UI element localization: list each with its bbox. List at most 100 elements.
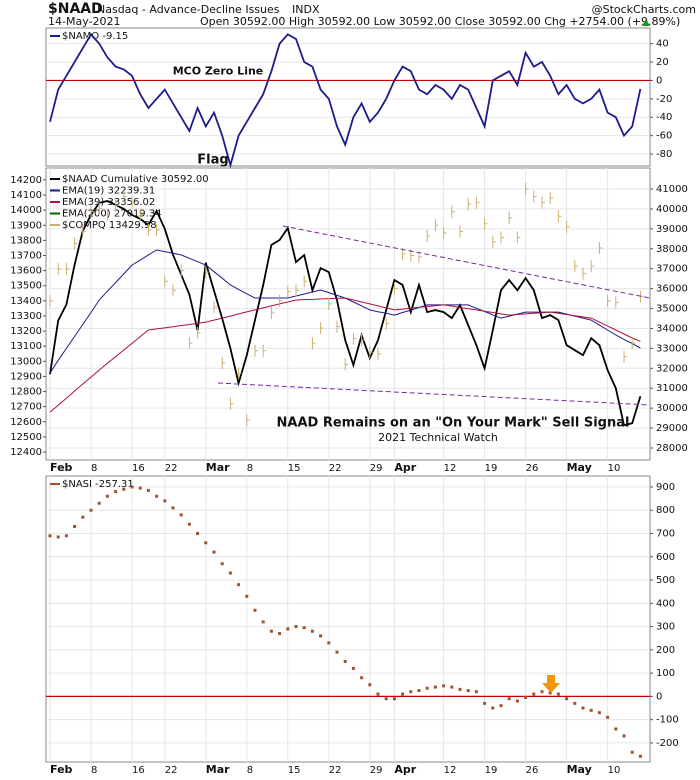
y-tick-label: 13700 (10, 251, 42, 262)
price-bar (229, 397, 234, 410)
dot (122, 487, 126, 491)
y-tick-label: 13500 (10, 281, 42, 292)
price-bar (443, 226, 447, 239)
dot (220, 562, 224, 566)
dot (310, 629, 314, 633)
x-tick-label: 15 (288, 463, 301, 474)
dot (556, 692, 560, 696)
dot (474, 690, 478, 694)
price-bar (541, 196, 545, 209)
x-tick-label: 19 (485, 765, 498, 776)
dot (261, 620, 265, 624)
dot (187, 522, 191, 526)
dot (351, 666, 355, 670)
dot (384, 697, 388, 701)
y-tick-label: 14000 (10, 205, 42, 216)
dot (638, 754, 642, 758)
price-bar (385, 317, 390, 330)
x-tick-label: 29 (370, 463, 383, 474)
price-bar (279, 294, 283, 307)
price-bar (459, 225, 463, 238)
series-line (49, 200, 642, 427)
price-bar (557, 210, 562, 223)
price-bar (631, 337, 636, 350)
price-bar (205, 266, 209, 279)
y-tick-label: 14200 (10, 175, 42, 186)
price-bar (49, 294, 53, 307)
y-tick-label: 13600 (10, 266, 42, 277)
legend-label: EMA(19) 32239.31 (62, 186, 155, 197)
y-tick-label: 31000 (656, 383, 688, 394)
y-tick-label: 0 (656, 691, 662, 702)
price-bar (566, 220, 570, 233)
y-tick-label: 13400 (10, 296, 42, 307)
price-bar (615, 296, 619, 309)
price-bar (434, 219, 439, 232)
price-bar (115, 199, 119, 212)
x-tick-label: 10 (608, 463, 621, 474)
dot (130, 485, 134, 489)
y-tick-label: 12700 (10, 402, 42, 413)
exchange: INDX (292, 3, 320, 16)
dot (491, 706, 495, 710)
price-bar (106, 208, 111, 221)
symbol-name: Nasdaq - Advance-Decline Issues (97, 3, 280, 16)
x-tick-label: 22 (165, 463, 178, 474)
dot (409, 690, 413, 694)
price-bar (180, 264, 185, 277)
legend-label: $NAAD Cumulative 30592.00 (62, 174, 209, 185)
price-bar (270, 306, 275, 319)
y-tick-label: 300 (656, 622, 675, 633)
dot (212, 550, 216, 554)
dot (417, 689, 421, 693)
price-bar (172, 284, 176, 297)
price-bar (147, 223, 152, 236)
price-bar (451, 205, 455, 218)
y-tick-label: 34000 (656, 323, 688, 334)
dot (105, 494, 109, 498)
price-bar (328, 297, 332, 310)
price-bar (582, 267, 586, 280)
dot (589, 708, 593, 712)
price-bar (123, 190, 127, 203)
y-tick-label: 600 (656, 552, 675, 563)
dot (458, 687, 462, 691)
x-tick-label: 29 (370, 765, 383, 776)
price-bar (393, 282, 398, 295)
legend-label: $COMPQ 13429.98 (62, 220, 157, 231)
price-bar (377, 347, 381, 360)
price-bar (492, 235, 496, 248)
price-bar (549, 192, 554, 205)
y-tick-label: 12400 (10, 447, 42, 458)
arrow (542, 675, 560, 693)
price-bar (574, 260, 578, 273)
dot (450, 685, 454, 689)
price-bar (139, 208, 144, 221)
price-bar (156, 223, 160, 236)
dot (401, 692, 405, 696)
y-tick-label: 41000 (656, 184, 688, 195)
price-bar (213, 300, 217, 313)
y-tick-label: 900 (656, 482, 675, 493)
dot (179, 513, 183, 517)
price-bar (287, 285, 291, 298)
dot (138, 486, 142, 490)
dot (360, 676, 364, 680)
dot (630, 750, 634, 754)
x-tick-label: 19 (485, 463, 498, 474)
dot (532, 692, 536, 696)
source: @StockCharts.com (592, 3, 696, 16)
price-bar (238, 367, 242, 380)
y-tick-label: -40 (656, 112, 672, 123)
y-tick-label: 32000 (656, 363, 688, 374)
price-bar (598, 241, 603, 254)
dot (48, 534, 52, 538)
dot (515, 699, 519, 703)
price-bar (361, 334, 365, 347)
y-tick-label: 0 (656, 75, 662, 86)
x-tick-label: 8 (91, 463, 97, 474)
legend-label: $NASI -257.31 (62, 479, 134, 490)
price-bar (467, 198, 472, 211)
dot (524, 696, 528, 700)
